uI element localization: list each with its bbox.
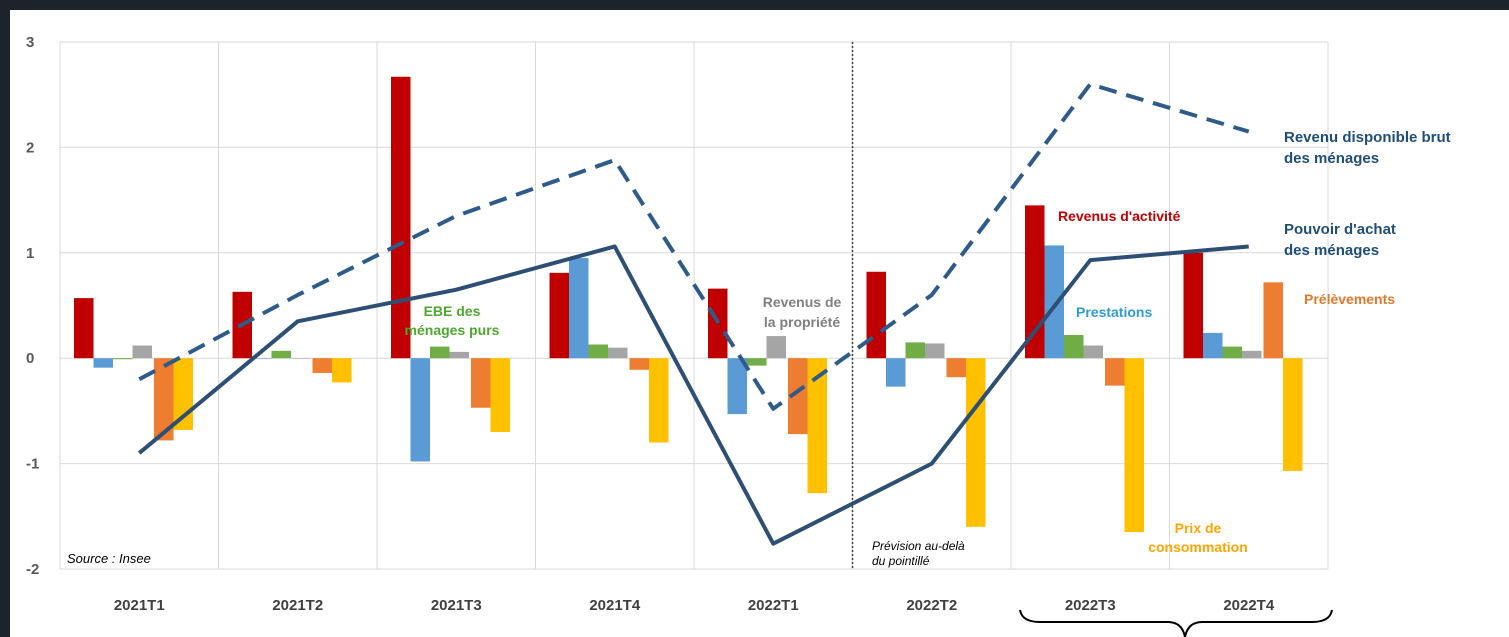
bar: [608, 347, 628, 359]
bars: [74, 76, 1303, 533]
bar: [629, 358, 649, 370]
prix-label-line1: Prix de: [1175, 520, 1222, 536]
x-tick-label: 2022T4: [1223, 597, 1275, 614]
bar: [1183, 252, 1203, 359]
bar: [1263, 282, 1283, 359]
bar: [727, 358, 747, 415]
bar: [471, 358, 491, 408]
y-tick-label: 1: [26, 245, 34, 262]
x-tick-label: 2021T1: [114, 597, 165, 614]
bar: [549, 272, 569, 359]
rdb-line: [138, 82, 1250, 411]
lines: [137, 82, 1250, 546]
y-tick-label: -2: [26, 561, 39, 578]
revenus-activite-label: Revenus d'activité: [1058, 208, 1181, 224]
rdb-label-line1: Revenu disponible brut: [1284, 129, 1451, 146]
prevision-label-line1: Prévision au-delà: [872, 539, 965, 553]
x-tick-label: 2021T3: [431, 597, 482, 614]
bar: [966, 358, 986, 527]
y-tick-label: 3: [26, 34, 34, 51]
bar: [312, 358, 332, 373]
bar: [569, 258, 589, 359]
bar: [252, 358, 272, 359]
bar: [1044, 245, 1064, 359]
bar: [946, 358, 966, 378]
bar: [490, 358, 510, 432]
bar: [1124, 358, 1144, 533]
bar: [807, 358, 827, 494]
bar: [588, 344, 608, 359]
ebe-label-line2: ménages purs: [405, 322, 500, 338]
bar: [905, 342, 925, 359]
bar: [173, 358, 193, 430]
prevision-label-line2: du pointillé: [872, 554, 930, 568]
y-axis-ticks: 3 2 1 0 -1 -2: [26, 34, 39, 578]
bar: [410, 358, 430, 462]
bar: [113, 358, 133, 360]
bar: [449, 351, 469, 359]
prestations-label: Prestations: [1076, 304, 1152, 320]
bar: [866, 271, 886, 359]
x-axis-ticks: 2021T1 2021T2 2021T3 2021T4 2022T1 2022T2 2022…: [114, 597, 1275, 614]
bar: [1025, 205, 1045, 359]
prix-label-line2: consommation: [1148, 539, 1248, 555]
bar: [1203, 332, 1223, 359]
y-tick-label: 0: [26, 350, 34, 367]
bar: [93, 358, 113, 368]
bar: [291, 358, 311, 359]
bar: [154, 358, 174, 441]
bar: [132, 345, 152, 359]
gridlines: [59, 41, 1329, 570]
y-tick-label: 2: [26, 139, 34, 156]
ebe-label-line1: EBE des: [424, 303, 481, 319]
rdb-label-line2: des ménages: [1284, 150, 1379, 167]
x-tick-label: 2021T4: [589, 597, 641, 614]
pa-label-line2: des ménages: [1284, 242, 1379, 259]
propriete-label-line2: la propriété: [764, 314, 840, 330]
bar: [1222, 346, 1242, 359]
bar: [788, 358, 808, 435]
bar: [925, 343, 945, 359]
pouvoir-achat-line: [137, 244, 1249, 546]
bar: [886, 358, 906, 387]
bar: [1242, 350, 1262, 359]
bar: [271, 350, 291, 359]
x-tick-label: 2022T1: [748, 597, 799, 614]
propriete-label-line1: Revenus de: [763, 294, 842, 310]
bar: [1083, 345, 1103, 359]
bar: [332, 358, 352, 383]
source-label: Source : Insee: [67, 551, 151, 566]
x-tick-label: 2022T2: [906, 597, 957, 614]
bar: [1283, 358, 1303, 471]
x-tick-label: 2021T2: [272, 597, 323, 614]
prelevements-label: Prélèvements: [1304, 291, 1395, 307]
bar: [649, 358, 669, 443]
pa-label-line1: Pouvoir d'achat: [1284, 221, 1396, 238]
bar: [430, 346, 450, 359]
y-tick-label: -1: [26, 456, 39, 473]
bar: [1105, 358, 1125, 386]
x-tick-label: 2022T3: [1065, 597, 1116, 614]
forecast-brace: [1019, 609, 1333, 637]
bar: [747, 358, 767, 366]
bar: [74, 298, 94, 359]
bar: [391, 76, 411, 359]
chart-frame: 3 2 1 0 -1 -2 2021T1 2021T2 2021T3 2021T4 2022T1 2…: [10, 10, 1509, 637]
bar: [1064, 335, 1084, 359]
bar: [766, 336, 786, 359]
